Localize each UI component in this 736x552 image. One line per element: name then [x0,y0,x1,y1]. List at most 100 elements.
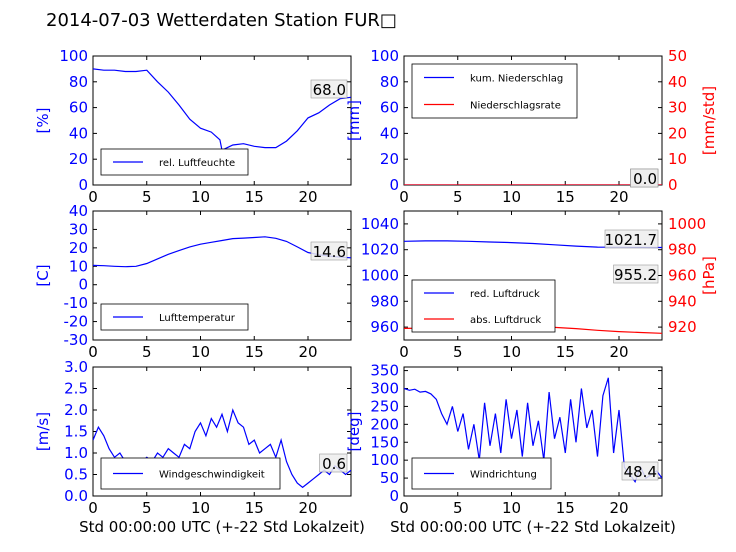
x-tick-label: 20 [609,343,628,361]
annotation-box [310,79,348,99]
y-tick-label: 0 [78,276,88,294]
x-tick-label: 0 [399,188,409,206]
x-tick-label: 20 [298,343,317,361]
y-right-tick-label: 50 [668,47,687,65]
y-tick-label: 20 [69,239,88,257]
value-annotation: 955.2 [614,266,657,284]
legend-label: red. Luftdruck [470,289,540,300]
y-tick-label: 100 [59,47,88,65]
y-tick-label: 300 [370,380,399,398]
legend-frame [411,63,578,119]
x-tick-label: 10 [502,499,521,517]
legend-frame [411,279,556,333]
y-tick-label: 60 [380,99,399,117]
y-tick-label: 1040 [361,215,399,233]
y-axis-label: [m/s] [34,412,52,451]
y-tick-label: -10 [64,294,89,312]
annotation-box [621,461,659,481]
y-tick-label: 10 [69,257,88,275]
y-right-tick-label: 960 [668,267,697,285]
y-right-tick-label: 920 [668,318,697,336]
x-tick-label: 20 [298,188,317,206]
y-right-axis-label: [hPa] [700,256,718,295]
y-tick-label: 1020 [361,241,399,259]
value-annotation: 14.6 [313,243,346,261]
y-tick-label: 150 [370,433,399,451]
legend-label: Windgeschwindigkeit [159,470,265,481]
x-tick-label: 15 [556,499,575,517]
x-tick-label: 20 [609,499,628,517]
x-tick-label: 15 [556,343,575,361]
x-axis-label-right: Std 00:00:00 UTC (+-22 Std Lokalzeit) [390,518,676,536]
annotation-box [310,241,348,261]
legend-frame [100,148,249,176]
chart-panel-3: 0 5 10 15 20-30-20-10010203040[C]Lufttempera… [34,202,352,361]
legend-label: abs. Luftdruck [470,315,541,326]
y-tick-label: 80 [69,73,88,91]
y-tick-label: -20 [64,313,89,331]
x-tick-label: 0 [88,499,98,517]
chart-panel-5: 0 5 10 15 20 0.0 0.5 1.0 1.5 2.0 2.5 3.0 [m/s] Windge… [34,358,352,517]
chart-panel-2: 0 5 10 15 20 0 20 40 60 80 100 0 10 20 30 40 50 [mm/std] [… [345,47,718,206]
x-tick-label: 10 [191,343,210,361]
y-tick-label: 2.0 [64,401,88,419]
x-tick-label: 15 [556,188,575,206]
annotation-box [604,229,659,249]
y-tick-label: 3.0 [64,358,88,376]
x-tick-label: 5 [453,343,463,361]
y-tick-label: 0 [389,487,399,505]
legend: Windgeschwindigkeit [100,457,281,490]
y-tick-label: 0.0 [64,487,88,505]
legend: kum. Niederschlag Niederschlagsrate [411,63,578,119]
x-tick-label: 5 [453,188,463,206]
x-tick-label: 5 [142,499,152,517]
y-tick-label: 40 [69,202,88,220]
y-tick-label: 0 [78,176,88,194]
value-annotation: 48.4 [624,463,657,481]
y-tick-label: 1.5 [64,423,88,441]
y-axis-label: [%] [34,108,52,134]
x-tick-label: 5 [142,343,152,361]
y-tick-label: 30 [69,220,88,238]
x-tick-label: 0 [88,188,98,206]
legend-frame [100,303,249,331]
y-tick-label: 80 [380,73,399,91]
legend-label: rel. Luftfeuchte [159,158,235,169]
y-right-tick-label: 1000 [668,215,706,233]
annotation-box [319,453,348,473]
x-tick-label: 10 [191,188,210,206]
y-tick-label: 1000 [361,267,399,285]
y-right-tick-label: 0 [668,176,678,194]
x-tick-label: 20 [298,499,317,517]
chart-panel-6: 0 5 10 15 20050100150200250300350[deg]Windri… [345,362,663,517]
value-annotation: 0.6 [322,455,346,473]
value-annotation: 0.0 [633,170,657,188]
y-tick-label: 0.5 [64,466,88,484]
y-right-tick-label: 980 [668,241,697,259]
annotation-box [613,264,659,284]
y-right-tick-label: 940 [668,292,697,310]
legend-label: Lufttemperatur [159,313,236,324]
x-tick-label: 0 [399,343,409,361]
y-tick-label: 2.5 [64,380,88,398]
y-axis-label: [mm] [345,100,363,141]
y-tick-label: 40 [69,124,88,142]
y-tick-label: 60 [69,99,88,117]
y-tick-label: 20 [69,150,88,168]
y-tick-label: 20 [380,150,399,168]
legend: Windrichtung [411,457,552,490]
y-tick-label: 350 [370,362,399,380]
y-tick-label: 980 [370,292,399,310]
legend: Lufttemperatur [100,303,249,331]
x-tick-label: 15 [245,343,264,361]
x-tick-label: 0 [88,343,98,361]
legend-label: kum. Niederschlag [470,74,563,85]
y-right-axis-label: [mm/std] [700,86,718,155]
y-axis-label: [deg] [345,412,363,452]
x-tick-label: 20 [609,188,628,206]
legend: rel. Luftfeuchte [100,148,249,176]
y-tick-label: 100 [370,47,399,65]
y-tick-label: 0 [389,176,399,194]
